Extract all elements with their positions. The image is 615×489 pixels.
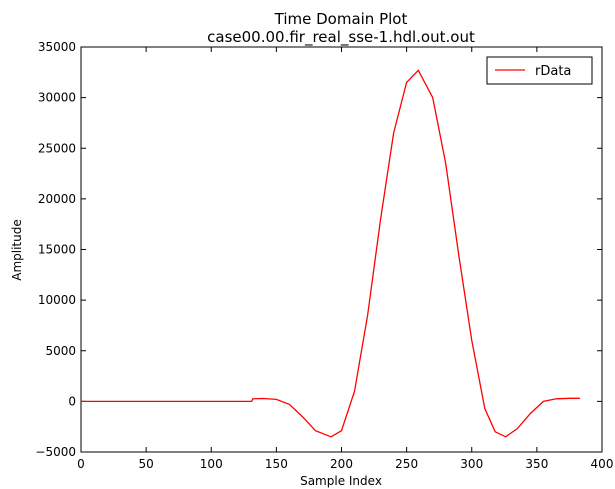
x-tick-label: 0: [77, 457, 85, 471]
series-line-rdata: [81, 69, 580, 438]
chart-title: Time Domain Plot: [274, 10, 408, 28]
x-tick-label: 250: [395, 457, 418, 471]
chart-subtitle: case00.00.fir_real_sse-1.hdl.out.out: [207, 28, 475, 47]
x-tick-label: 400: [591, 457, 614, 471]
x-tick-label: 100: [200, 457, 223, 471]
x-tick-label: 200: [330, 457, 353, 471]
x-tick-label: 350: [525, 457, 548, 471]
y-tick-label: 10000: [38, 293, 76, 307]
y-tick-label: 5000: [45, 344, 76, 358]
y-tick-label: −5000: [35, 445, 76, 459]
plot-area: [80, 46, 603, 453]
x-axis-label: Sample Index: [300, 474, 382, 488]
x-tick-label: 50: [138, 457, 153, 471]
y-tick-label: 30000: [38, 91, 76, 105]
x-tick-label: 300: [460, 457, 483, 471]
y-axis: −5000 0 5000 10000 15000 20000 25000 30000 35000: [35, 40, 602, 459]
legend: rData: [486, 56, 593, 85]
y-axis-label: Amplitude: [10, 219, 24, 281]
x-axis: 0 50 100 150 200 250 300 350 400: [77, 47, 613, 471]
x-tick-label: 150: [265, 457, 288, 471]
y-tick-label: 0: [68, 394, 76, 408]
legend-label-rdata: rData: [535, 64, 571, 79]
y-tick-label: 25000: [38, 141, 76, 155]
y-tick-label: 20000: [38, 192, 76, 206]
y-tick-label: 15000: [38, 243, 76, 257]
y-tick-label: 35000: [38, 40, 76, 54]
